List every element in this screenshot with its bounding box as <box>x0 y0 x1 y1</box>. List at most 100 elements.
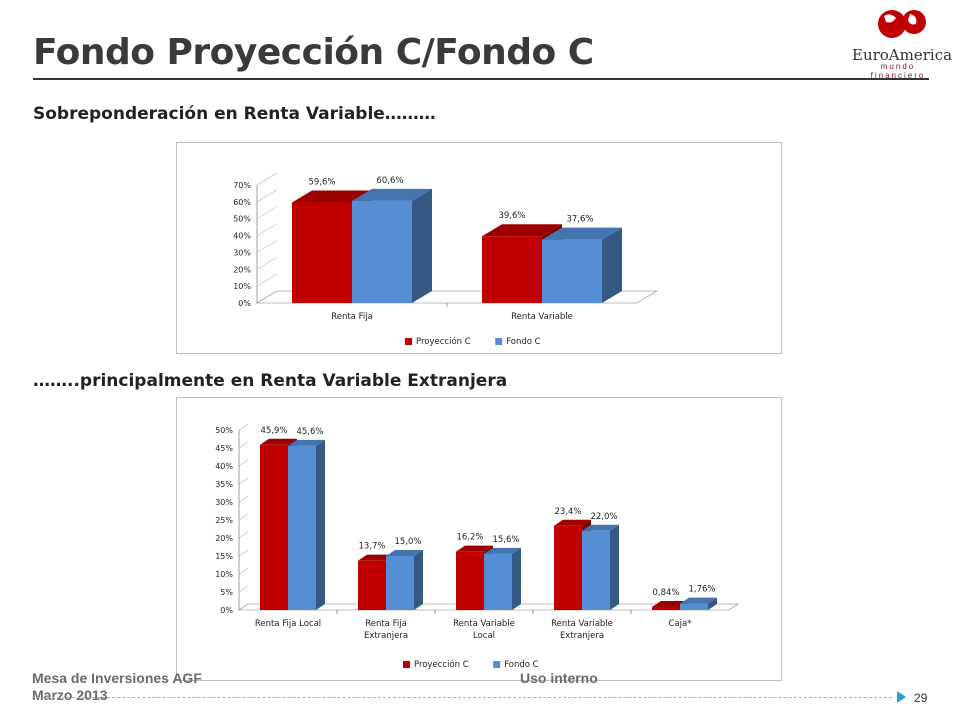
y-tick-label: 50% <box>215 426 233 435</box>
bar-top <box>680 597 717 604</box>
legend-label: Fondo C <box>504 660 538 670</box>
data-label: 60,6% <box>376 176 403 186</box>
y-tick-label: 20% <box>233 265 251 274</box>
data-label: 39,6% <box>498 211 525 221</box>
bar-side <box>316 439 325 610</box>
grid-depth-line <box>238 459 249 467</box>
x-tick-label: Renta Variable <box>453 619 515 629</box>
y-tick-label: 50% <box>233 215 251 224</box>
bar-top <box>456 545 493 552</box>
bar <box>542 239 602 303</box>
bar-top <box>358 554 395 561</box>
bar <box>554 525 582 610</box>
bar-side <box>412 188 432 303</box>
bar <box>482 236 542 303</box>
y-tick-label: 30% <box>233 248 251 257</box>
legend-swatch <box>403 661 410 668</box>
legend-label: Proyección C <box>416 336 471 347</box>
grid-depth-line <box>238 495 249 503</box>
grid-depth-line <box>256 273 278 287</box>
grid-depth-line <box>238 585 249 593</box>
chart-1-frame: 0% 10% 20% 30% 40% 50% 60% 70% 59,6% 60,6% Renta F… <box>176 142 782 354</box>
grid-depth-line <box>256 189 278 203</box>
data-label: 37,6% <box>566 215 593 225</box>
grid-depth-line <box>256 256 278 270</box>
bar-top <box>542 227 622 240</box>
bar <box>680 603 708 610</box>
grid-depth-line <box>238 423 249 431</box>
y-tick-label: 20% <box>215 534 233 543</box>
bar <box>352 200 412 303</box>
footer-divider <box>32 697 892 698</box>
bar <box>456 551 484 610</box>
data-label: 0,84% <box>652 588 679 598</box>
bar-top <box>582 524 619 531</box>
bar-top <box>484 547 521 554</box>
y-tick-label: 40% <box>215 462 233 471</box>
data-label: 15,6% <box>492 535 519 545</box>
x-tick-label: Renta Fija <box>331 312 373 322</box>
y-tick-label: 0% <box>238 299 251 308</box>
data-label: 15,0% <box>394 537 421 547</box>
data-label: 45,6% <box>296 427 323 437</box>
page-number: 29 <box>914 691 928 705</box>
legend-swatch <box>493 661 501 668</box>
x-tick-label: Caja* <box>669 619 692 629</box>
legend-label: Proyección C <box>414 659 469 670</box>
data-label: 13,7% <box>358 542 385 552</box>
data-label: 59,6% <box>308 178 335 188</box>
y-tick-label: 45% <box>215 444 233 453</box>
grid-depth-line <box>238 477 249 485</box>
section-subtitle-1: Sobreponderación en Renta Variable……… <box>33 104 436 124</box>
bar-top <box>386 550 423 556</box>
bar <box>484 553 512 610</box>
data-label: 1,76% <box>688 585 715 595</box>
bar <box>358 560 386 610</box>
data-label: 22,0% <box>590 512 617 522</box>
y-tick-label: 35% <box>215 480 233 489</box>
y-tick-label: 10% <box>215 570 233 579</box>
x-tick-label: Renta Variable <box>551 619 613 629</box>
logo-wordmark: EuroAmerica <box>852 46 953 64</box>
bar-top <box>260 438 297 445</box>
grid-depth-line <box>238 441 249 449</box>
bar-top <box>554 519 591 526</box>
bar-top <box>482 224 562 237</box>
bar <box>260 444 288 610</box>
euroamerica-logo-icon <box>878 10 926 38</box>
bar <box>292 202 352 303</box>
bar-side <box>512 547 521 610</box>
chart-1: 0% 10% 20% 30% 40% 50% 60% 70% 59,6% 60,6% Renta F… <box>233 172 659 347</box>
legend-swatch <box>495 338 503 345</box>
x-tick-label: Local <box>473 631 495 641</box>
chart-2: 0% 5% 10% 15% 20% 25% 30% 35% 40% 45% 50% 45,9% 45,6… <box>215 423 740 670</box>
y-tick-label: 60% <box>233 198 251 207</box>
y-tick-label: 15% <box>215 552 233 561</box>
bar-top <box>352 188 432 201</box>
legend-swatch <box>405 338 412 345</box>
grid-depth-line <box>256 206 278 220</box>
grid-depth-line <box>238 513 249 521</box>
bar <box>288 445 316 610</box>
bar-top <box>292 190 372 203</box>
y-tick-label: 0% <box>220 606 233 615</box>
grid-depth-line <box>238 549 249 557</box>
page-arrow-icon <box>897 691 906 703</box>
grid-depth-line <box>256 240 278 253</box>
x-tick-label: Renta Variable <box>511 312 573 322</box>
bar <box>386 556 414 610</box>
y-tick-label: 40% <box>233 232 251 241</box>
data-label: 16,2% <box>456 533 483 543</box>
data-label: 45,9% <box>260 426 287 436</box>
grid-depth-line <box>256 223 278 236</box>
chart-2-frame: 0% 5% 10% 15% 20% 25% 30% 35% 40% 45% 50% 45,9% 45,6… <box>176 397 782 681</box>
footer-classification: Uso interno <box>520 670 598 686</box>
grid-depth-line <box>238 567 249 575</box>
footer-department: Mesa de Inversiones AGF <box>32 670 202 686</box>
bar-top <box>288 439 325 446</box>
footer-left: Mesa de Inversiones AGF Marzo 2013 <box>32 670 202 704</box>
y-tick-label: 10% <box>233 282 251 291</box>
logo-tagline: mundo financiero <box>870 62 926 80</box>
bar-side <box>610 524 619 610</box>
bar <box>582 530 610 610</box>
